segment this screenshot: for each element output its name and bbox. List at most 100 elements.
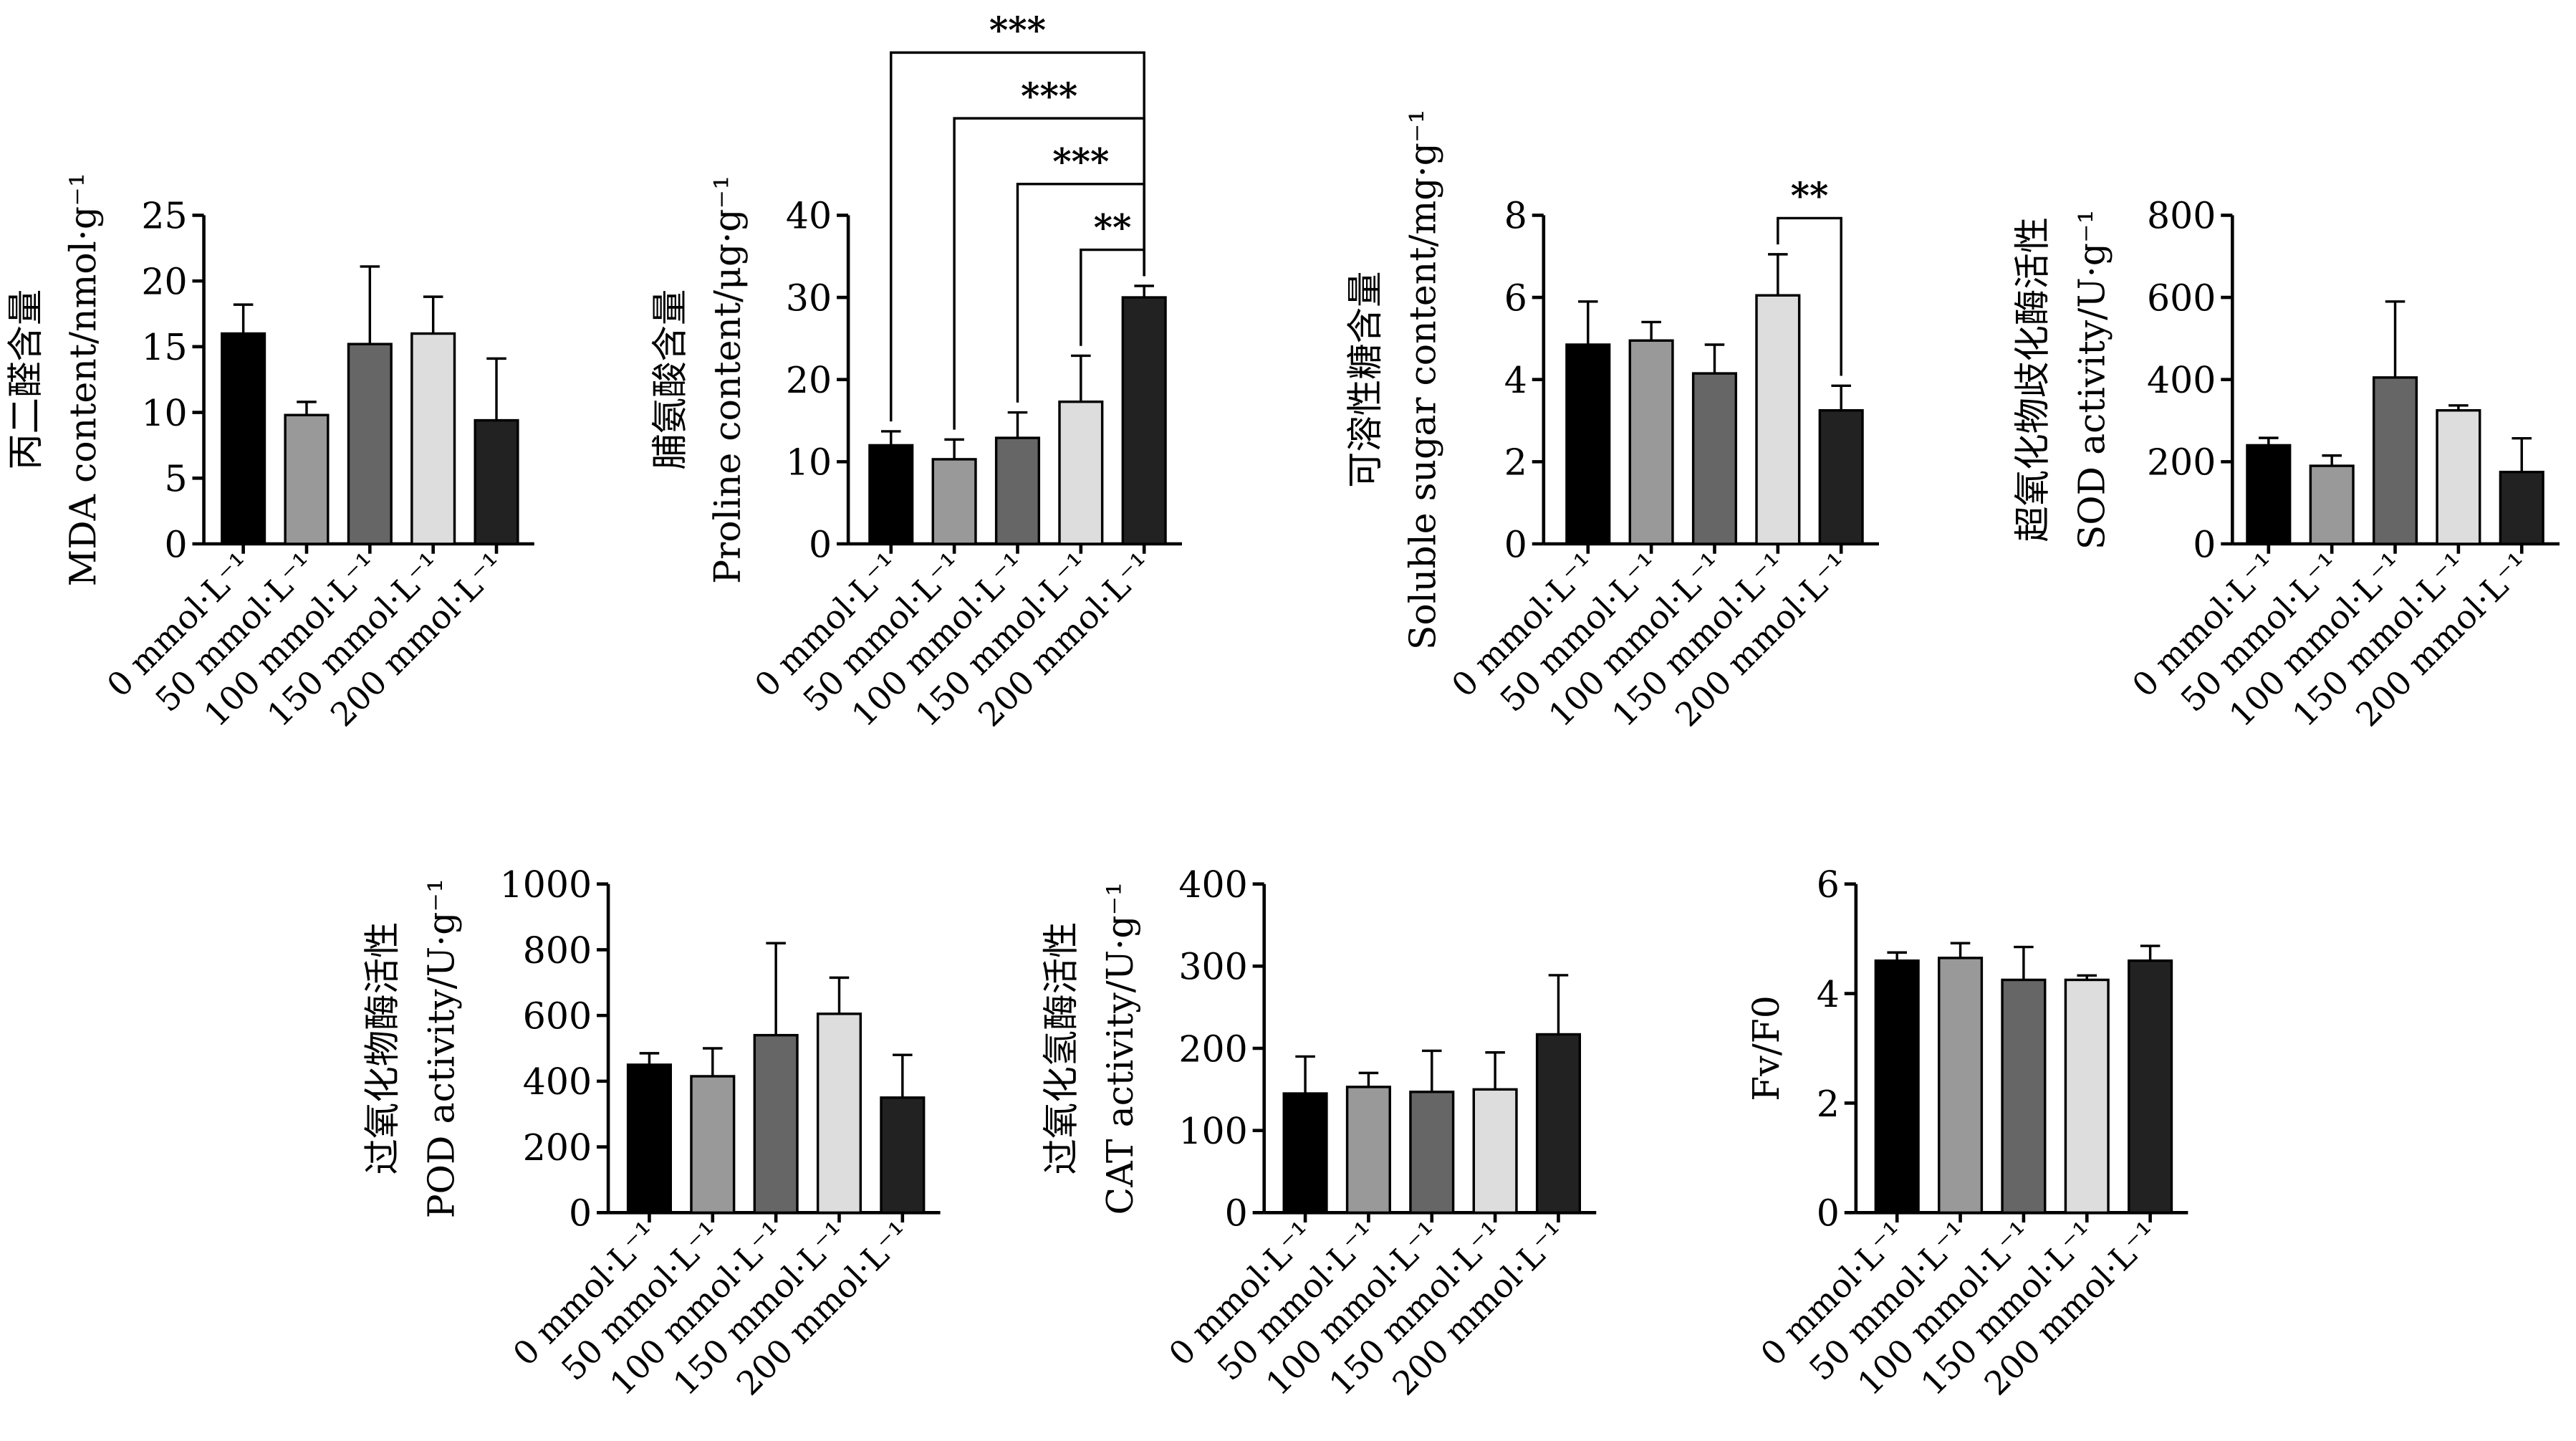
y-tick-label: 400 [523,1061,592,1103]
y-tick-label: 4 [1817,973,1840,1015]
bar [284,413,330,545]
bar [753,1033,799,1215]
bar [931,458,977,545]
bar [221,332,266,545]
bar [2001,978,2047,1215]
bar [626,1063,672,1215]
y-axis-label: SOD activity/U·g⁻¹ [2070,209,2113,550]
bar [1755,294,1801,545]
bar [2372,376,2418,545]
y-tick-label: 800 [523,929,592,972]
y-axis-label: 超氧化物歧化酶活性 [2012,217,2054,542]
bar [2246,444,2292,545]
y-axis-label: 脯氨酸含量 [648,289,691,470]
bar [1282,1092,1328,1215]
y-tick-label: 0 [1225,1192,1248,1235]
y-tick-label: 800 [2147,195,2216,237]
y-tick-label: 2 [1817,1083,1840,1125]
bar [1874,959,1920,1215]
y-tick-label: 0 [809,523,832,565]
significance-label: *** [1052,140,1109,183]
bar [1691,372,1738,545]
significance-label: *** [1021,75,1077,117]
y-tick-label: 0 [1817,1192,1840,1235]
bar [2499,470,2544,545]
bar [1937,957,1984,1215]
y-axis-label: Soluble sugar content/mg·g⁻¹ [1401,109,1443,650]
y-tick-label: 0 [2193,523,2216,565]
bar [868,444,914,545]
y-tick-label: 4 [1504,359,1527,401]
y-axis-label: 可溶性糖含量 [1344,271,1386,488]
bar [1121,296,1167,545]
significance-bracket [1080,248,1145,346]
y-axis-label: Fv/F0 [1745,995,1787,1101]
significance-bracket [1777,216,1842,376]
y-axis-label: MDA content/nmol·g⁻¹ [62,173,104,586]
y-tick-label: 600 [523,995,592,1037]
bar [2128,959,2173,1215]
y-tick-label: 2 [1504,441,1527,484]
y-tick-label: 6 [1504,277,1527,319]
y-tick-label: 100 [1178,1110,1247,1152]
y-tick-label: 600 [2147,277,2216,319]
bar [1535,1033,1582,1215]
bar [1058,400,1104,545]
significance-bracket [953,117,1145,430]
significance-bracket [1016,183,1145,403]
y-tick-label: 6 [1817,863,1840,906]
significance-label: ** [1791,175,1829,217]
y-tick-label: 400 [1178,863,1247,906]
y-tick-label: 200 [2147,441,2216,484]
bar [410,332,456,545]
y-tick-label: 300 [1178,946,1247,988]
y-tick-label: 0 [1504,523,1527,565]
y-tick-label: 5 [164,458,187,500]
y-tick-label: 20 [141,260,187,302]
bar [816,1012,862,1215]
y-tick-label: 20 [786,359,832,401]
y-tick-label: 8 [1504,195,1527,237]
y-axis-label: 过氧化氢酶活性 [1039,921,1082,1174]
bar [1628,339,1674,545]
y-tick-label: 1000 [500,863,592,906]
y-tick-label: 400 [2147,359,2216,401]
bar [994,436,1041,545]
bar [690,1075,736,1215]
bar [1472,1088,1518,1215]
bar [1565,343,1611,545]
bar [1345,1086,1391,1215]
y-tick-label: 0 [569,1192,592,1235]
bar [2436,408,2481,545]
bar [1409,1091,1455,1215]
bar [2064,978,2110,1215]
y-tick-label: 10 [141,392,187,434]
y-tick-label: 25 [141,195,187,237]
y-tick-label: 30 [786,277,832,319]
y-tick-label: 0 [164,523,187,565]
y-tick-label: 200 [1178,1028,1247,1070]
y-axis-label: CAT activity/U·g⁻¹ [1099,882,1141,1215]
y-tick-label: 10 [786,441,832,484]
y-axis-label: POD activity/U·g⁻¹ [420,879,462,1219]
y-axis-label: 丙二醛含量 [4,289,47,470]
y-tick-label: 15 [141,326,187,368]
y-axis-label: Proline content/μg·g⁻¹ [706,176,749,584]
bar [1818,408,1864,545]
y-tick-label: 200 [523,1126,592,1169]
bar [880,1096,926,1215]
y-axis-label: 过氧化物酶活性 [361,921,403,1174]
bar [347,343,393,545]
y-tick-label: 40 [786,195,832,237]
bar [474,418,519,545]
bar [2309,464,2355,545]
